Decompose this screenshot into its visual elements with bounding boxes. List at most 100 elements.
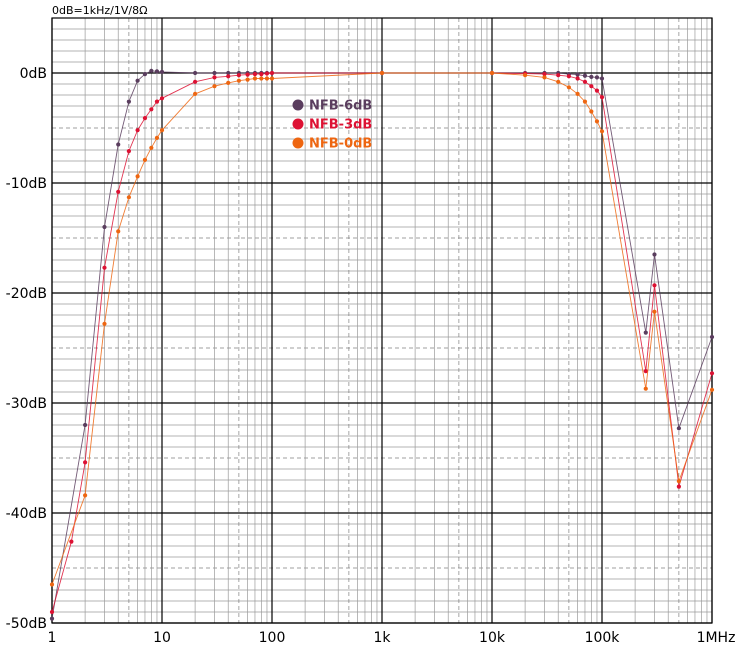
x-tick-label: 100k [585,630,621,646]
data-point [116,142,121,147]
data-point [676,479,681,484]
data-point [589,84,594,89]
data-point [135,128,140,133]
data-point [264,71,270,76]
data-point [709,387,715,392]
y-tick-label: -30dB [6,396,47,412]
y-tick-label: 0dB [20,66,47,82]
data-point [142,72,148,77]
data-point [236,78,241,83]
data-point [589,74,594,79]
data-point [102,224,107,230]
data-point [643,386,648,391]
legend-marker [292,99,304,111]
legend-label: NFB-0dB [309,137,372,152]
y-tick-label: -10dB [6,176,47,192]
data-point [102,265,107,270]
data-point [643,330,648,335]
y-tick-label: -40dB [6,506,47,522]
data-point [135,78,140,83]
y-tick-label: -50dB [6,616,47,632]
data-point [556,73,561,78]
data-point [575,91,580,96]
series-NFB-0dB [49,70,715,587]
data-point [542,75,547,80]
data-point [245,72,250,77]
y-axis-ticks: 0dB -10dB -20dB -30dB -40dB -50dB [6,66,47,632]
data-point [154,69,160,74]
data-point [594,75,600,80]
series-line [51,72,713,585]
series-line [51,70,713,619]
data-point [599,76,605,81]
legend-marker [292,137,304,149]
legend-label: NFB-3dB [309,118,372,133]
plot-frame [51,17,713,624]
data-point [709,371,715,376]
data-point [102,321,107,326]
data-point [159,69,165,74]
data-point [709,334,715,340]
data-point [594,119,600,124]
data-point [269,76,275,81]
x-axis-ticks: 1 10 100 1k 10k 100k 1MHz [48,630,736,646]
data-point [594,88,600,93]
data-point [566,85,571,90]
data-point [212,70,217,76]
data-point [49,582,55,587]
data-point [379,70,385,76]
data-point [116,229,121,234]
data-point [676,484,681,489]
legend-marker [292,118,304,130]
data-point [556,79,561,84]
data-point [83,493,88,498]
data-point [264,76,270,81]
data-point [259,76,264,81]
data-point [83,422,88,428]
data-point [589,109,594,114]
data-point [599,95,605,100]
data-point [116,189,121,194]
series-NFB-3dB [49,70,715,615]
data-point [212,84,217,89]
data-point [643,369,648,374]
data-point [226,80,231,85]
x-tick-label: 1k [373,630,391,646]
data-point [575,76,580,81]
data-point [149,107,154,112]
data-point [193,79,198,84]
data-point [582,79,588,84]
data-point [599,129,605,134]
data-point [652,283,657,288]
data-point [582,73,588,78]
data-point [159,96,165,101]
data-point [154,99,160,104]
data-point [582,99,588,104]
legend-label: NFB-6dB [309,99,372,114]
data-point [193,70,198,76]
data-point [252,76,258,81]
x-tick-label: 10 [153,630,171,646]
data-point [489,70,495,76]
data-point [154,135,160,140]
data-point [49,609,55,615]
x-tick-label: 1 [48,630,57,646]
data-point [126,195,131,200]
data-point [49,616,55,621]
data-point [259,72,264,77]
data-point [245,77,250,82]
data-point [269,70,275,76]
data-point [142,116,148,121]
data-point [69,539,74,544]
data-point [575,72,580,77]
data-point [126,149,131,154]
data-point [135,174,140,179]
series-layer [49,68,715,621]
x-tick-label: 1MHz [697,630,736,646]
data-point [126,99,131,104]
data-point [566,74,571,79]
data-point [83,460,88,465]
data-point [652,252,657,257]
data-point [252,72,258,77]
